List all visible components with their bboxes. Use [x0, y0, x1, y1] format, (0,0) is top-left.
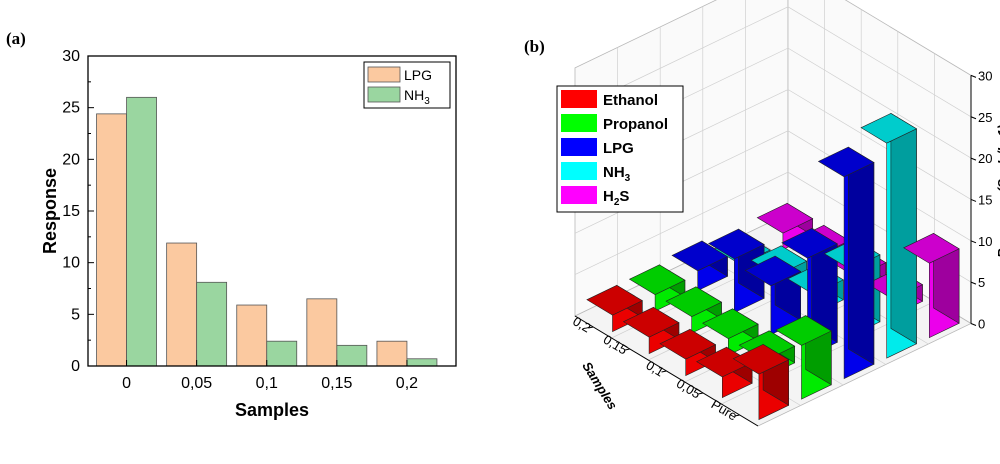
bar-top-face — [903, 233, 960, 264]
bar-lpg-2 — [236, 304, 268, 367]
bar-top-face — [744, 255, 802, 287]
bar-top-face — [732, 344, 790, 375]
x-tick-label: 0,15 — [321, 375, 352, 392]
bar-nh3-1 — [196, 281, 228, 367]
bar-top-face — [756, 202, 814, 234]
bar-top-face — [775, 315, 832, 346]
z-tick-mark — [970, 240, 977, 244]
bar-top-face — [817, 146, 875, 178]
z-tick-label: 15 — [978, 192, 992, 207]
legend-swatch-nh3 — [367, 86, 401, 103]
panel-b-label: (b) — [524, 37, 545, 56]
legend-3d-swatch-nh3 — [561, 162, 597, 180]
legend-label-lpg: LPG — [404, 67, 432, 83]
bar-nh3-2 — [266, 340, 298, 367]
z-tick-mark — [970, 198, 977, 202]
bar-top-face — [781, 228, 838, 259]
panel-a-label: (a) — [6, 29, 26, 48]
bar3d-propanol-2 — [702, 308, 759, 356]
panel-a-chart: 0 5 10 15 20 25 30 0 0,05 0,1 0,15 0,2 Samples Respon… — [40, 48, 457, 420]
legend-3d: Ethanol Propanol LPG NH3 H2S — [556, 85, 684, 213]
category-tick-mark — [588, 326, 594, 329]
category-tick-mark — [661, 370, 667, 373]
legend-3d-swatch-h2s — [561, 186, 597, 204]
legend-3d-label-h2s: H2S — [603, 188, 629, 208]
bar-nh3-4 — [406, 358, 438, 367]
category-axis-title: Samples — [579, 359, 620, 412]
bar-top-face — [665, 286, 723, 317]
z-tick-label: 0 — [978, 317, 985, 332]
y-tick-label: 20 — [62, 151, 80, 168]
bar-top-face — [628, 264, 686, 295]
bar-side-face — [890, 112, 917, 345]
bar3d-propanol-0 — [775, 315, 832, 400]
bar-top-face — [671, 240, 729, 272]
y-tick-label: 5 — [71, 306, 80, 323]
legend-label-nh3: NH3 — [404, 87, 430, 107]
y-tick-label: 0 — [71, 358, 80, 375]
bar3d-h2s-0 — [903, 232, 960, 339]
x-tick-label: 0,1 — [256, 375, 278, 392]
bar3d-nh3-0 — [860, 112, 918, 359]
z-axis-title: Response (S = Ig/Ia-1) — [995, 125, 1000, 258]
legend-3d-label-ethanol: Ethanol — [603, 92, 658, 109]
legend-swatch-lpg — [367, 66, 401, 83]
legend: LPG NH3 — [363, 61, 451, 109]
y-tick-label: 25 — [62, 100, 80, 117]
bar-top-face — [708, 228, 765, 260]
bar3d-lpg-4 — [671, 240, 729, 292]
z-tick-label: 5 — [978, 275, 985, 290]
grid-line-z — [574, 6, 972, 118]
x-tick-label: 0,05 — [181, 375, 212, 392]
x-tick-label: 0,2 — [396, 375, 418, 392]
z-tick-mark — [970, 323, 977, 326]
z-tick-label: 10 — [978, 234, 992, 249]
bar-top-face — [622, 306, 680, 338]
bar-top-face — [696, 346, 753, 378]
z-tick-mark — [970, 74, 977, 78]
bar-lpg-4 — [376, 340, 408, 367]
x-tick-label: 0 — [122, 375, 131, 392]
y-axis-title: Response — [40, 168, 60, 254]
bar3d-ethanol-4 — [586, 284, 643, 333]
y-tick-label: 30 — [62, 48, 80, 65]
bar-top-face — [860, 113, 918, 144]
z-tick-mark — [970, 157, 977, 161]
y-tick-label: 10 — [62, 255, 80, 272]
y-tick-label: 15 — [62, 203, 80, 220]
category-tick-mark — [734, 414, 740, 417]
bar-nh3-0 — [126, 96, 157, 367]
bar3d-ethanol-0 — [732, 343, 790, 421]
bar-side-face — [847, 146, 875, 365]
legend-3d-swatch-propanol — [561, 114, 597, 132]
bar-top-face — [586, 284, 643, 316]
bar3d-lpg-2 — [744, 255, 802, 336]
z-tick-mark — [970, 116, 977, 120]
legend-3d-label-nh3: NH3 — [603, 164, 631, 184]
bar-lpg-1 — [166, 242, 198, 367]
x-axis-title: Samples — [235, 400, 309, 420]
legend-3d-label-propanol: Propanol — [603, 116, 668, 133]
z-tick-label: 20 — [978, 151, 992, 166]
category-tick-mark — [624, 348, 630, 351]
bar-lpg-3 — [306, 298, 338, 367]
bar3d-propanol-3 — [665, 286, 723, 334]
z-tick-mark — [970, 281, 977, 285]
bar-top-face — [659, 328, 717, 360]
z-tick-label: 25 — [978, 110, 992, 125]
legend-3d-label-lpg: LPG — [603, 140, 634, 157]
bar-nh3-3 — [336, 344, 368, 367]
z-tick-label: 30 — [978, 68, 992, 83]
legend-3d-swatch-ethanol — [561, 90, 597, 108]
bar-top-face — [702, 308, 759, 339]
bar-lpg-0 — [96, 113, 127, 367]
bar3d-lpg-0 — [817, 146, 875, 380]
category-tick-mark — [698, 392, 704, 395]
legend-3d-swatch-lpg — [561, 138, 597, 156]
